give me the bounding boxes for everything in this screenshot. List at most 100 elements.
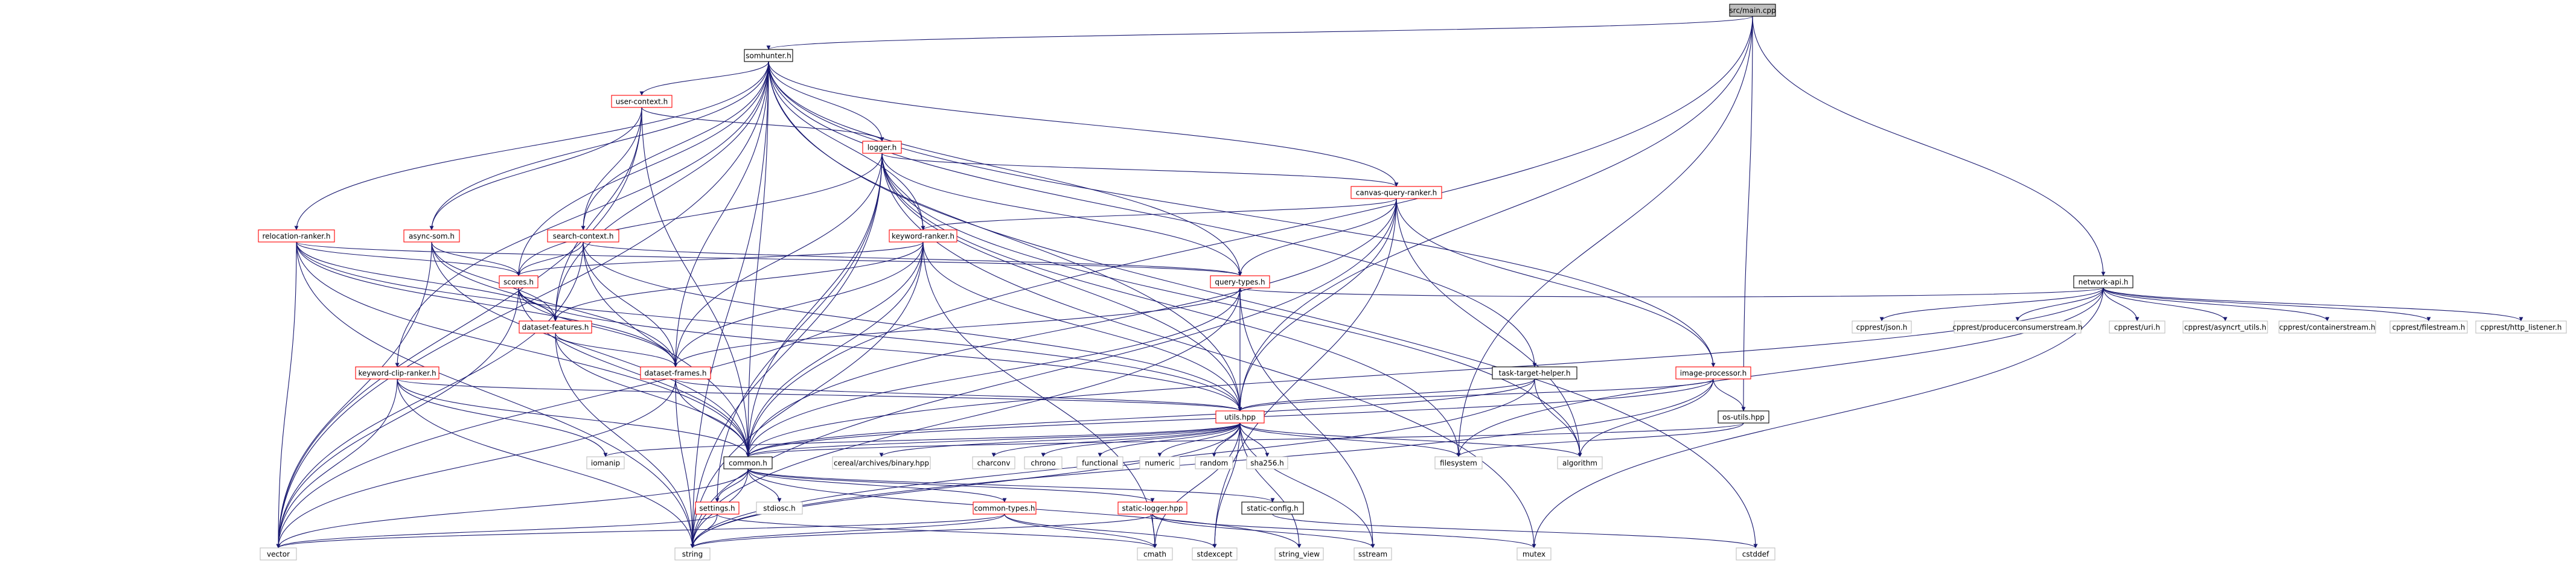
node-label-common: common.h [729,459,767,468]
node-asyncsom[interactable]: async-som.h [403,229,460,243]
node-label-cpprestatomic: cpprest/uri.h [2114,323,2160,332]
node-box-charconv [972,456,1015,469]
node-label-keyword: keyword-ranker.h [892,232,954,241]
edge-relocation-to-string [296,241,695,549]
node-settings[interactable]: settings.h [695,501,740,515]
edge-commontypes-to-cmath [1004,514,1157,549]
edge-tasktarget-to-algorithm [1534,378,1582,457]
node-staticlogger[interactable]: static-logger.hpp [1117,501,1187,515]
edge-logger-to-settings [715,153,883,503]
edge-utils-to-iomanip [603,422,1241,457]
edge-common-to-settings [715,468,749,503]
edge-osutils-to-common [746,422,1744,457]
edge-searchctx-to-scores [516,241,584,276]
edge-common-to-staticconfig [747,468,1275,503]
edge-imageproc-to-osutils [1713,378,1746,412]
node-canvas[interactable]: canvas-query-ranker.h [1350,186,1442,199]
node-random: random [1195,456,1233,469]
edge-asyncsom-to-vector [276,241,432,549]
edge-utils-to-cmath [1152,422,1241,549]
node-label-cstddef: cstddef [1742,550,1769,559]
edge-staticlogger-to-sstream [1152,514,1375,549]
edge-somhunter-to-scores [516,61,769,276]
node-box-stdexcept [1192,547,1238,561]
edge-logger-to-algorithm [881,153,1582,457]
node-label-utils: utils.hpp [1224,413,1256,422]
node-cpprestcs: cpprest/containerstream.h [2278,320,2376,334]
node-utils[interactable]: utils.hpp [1215,410,1265,424]
node-staticconfig[interactable]: static-config.h [1241,501,1304,515]
edge-scores-to-common [518,287,750,457]
edge-canvas-to-string [690,198,1397,549]
node-relocation[interactable]: relocation-ranker.h [258,229,335,243]
node-label-vector: vector [267,550,290,559]
edge-logger-to-dsframes [673,153,883,367]
node-searchctx[interactable]: search-context.h [547,229,619,243]
node-stdioss: stdiosc.h [756,501,803,515]
node-label-cpprestfs: cpprest/filestream.h [2392,323,2466,332]
node-label-staticlogger: static-logger.hpp [1122,504,1183,513]
node-logger[interactable]: logger.h [862,141,902,154]
node-label-string: string [682,550,703,559]
node-box-utils [1215,410,1265,424]
node-box-usercontext [611,95,673,108]
edge-common-to-vector [276,468,749,549]
node-scores[interactable]: scores.h [499,275,539,288]
edge-logger-to-utils [881,153,1242,412]
edge-commontypes-to-vector [276,514,1005,549]
edge-imageproc-to-algorithm [1577,378,1714,457]
edge-dsframes-to-common [675,378,750,457]
node-label-functional: functional [1082,459,1118,468]
edge-querytypes-to-dsframes [673,287,1241,367]
node-dsframes[interactable]: dataset-frames.h [640,366,711,380]
edge-canvas-to-algorithm [1396,198,1582,457]
edge-keyword-to-dsframes [673,241,924,367]
node-numeric: numeric [1139,456,1180,469]
edge-keyword-to-dsfeatures [553,241,924,322]
edge-somhunter-to-imageproc [768,61,1716,367]
edge-tasktarget-to-utils [1238,378,1535,412]
node-label-dsframes: dataset-frames.h [645,369,707,378]
node-label-staticconfig: static-config.h [1247,504,1298,513]
node-box-main [1729,4,1776,17]
node-commontypes[interactable]: common-types.h [973,501,1037,515]
node-label-dsfeatures: dataset-features.h [522,323,589,332]
edge-settings-to-vector [276,514,718,549]
edge-canvas-to-common [746,198,1397,457]
node-box-relocation [258,229,335,243]
node-common[interactable]: common.h [723,456,773,469]
edge-staticlogger-to-cmath [1152,514,1157,549]
node-box-cmath [1137,547,1173,561]
node-box-stdioss [756,501,803,515]
node-main[interactable]: src/main.cpp [1729,4,1776,17]
node-somhunter[interactable]: somhunter.h [744,49,793,62]
node-label-osutils: os-utils.hpp [1722,413,1765,422]
node-imageproc[interactable]: image-processor.h [1675,366,1751,380]
edge-utils-to-charconv [991,422,1241,457]
node-usercontext[interactable]: user-context.h [611,95,673,108]
edge-common-to-commontypes [747,468,1007,503]
node-osutils[interactable]: os-utils.hpp [1718,410,1769,424]
node-label-main: src/main.cpp [1729,7,1775,15]
node-label-cmath: cmath [1143,550,1166,559]
node-cpprestpc: cpprest/producerconsumerstream.h [1952,320,2083,334]
node-tasktarget[interactable]: task-target-helper.h [1492,366,1577,380]
edge-somhunter-to-usercontext [639,61,769,96]
node-keyword[interactable]: keyword-ranker.h [889,229,957,243]
node-label-cpprestcs: cpprest/containerstream.h [2279,323,2375,332]
node-keywordclip[interactable]: keyword-clip-ranker.h [355,366,439,380]
node-dsfeatures[interactable]: dataset-features.h [519,320,592,334]
node-networkapi[interactable]: network-api.h [2073,275,2133,288]
node-box-cpprestatomic [2109,320,2165,334]
edge-networkapi-to-cpprestfs [2103,287,2431,322]
edge-asyncsom-to-dsfeatures [431,241,558,322]
node-querytypes[interactable]: query-types.h [1210,275,1270,288]
edge-keywordclip-to-utils [397,378,1242,412]
node-stdexcept: stdexcept [1192,547,1238,561]
edge-main-to-networkapi [1752,16,2106,276]
node-label-iomanip: iomanip [591,459,620,468]
node-label-querytypes: query-types.h [1215,278,1265,287]
node-box-dsframes [640,366,711,380]
node-label-tasktarget: task-target-helper.h [1499,369,1571,378]
edge-dsframes-to-utils [675,378,1242,412]
